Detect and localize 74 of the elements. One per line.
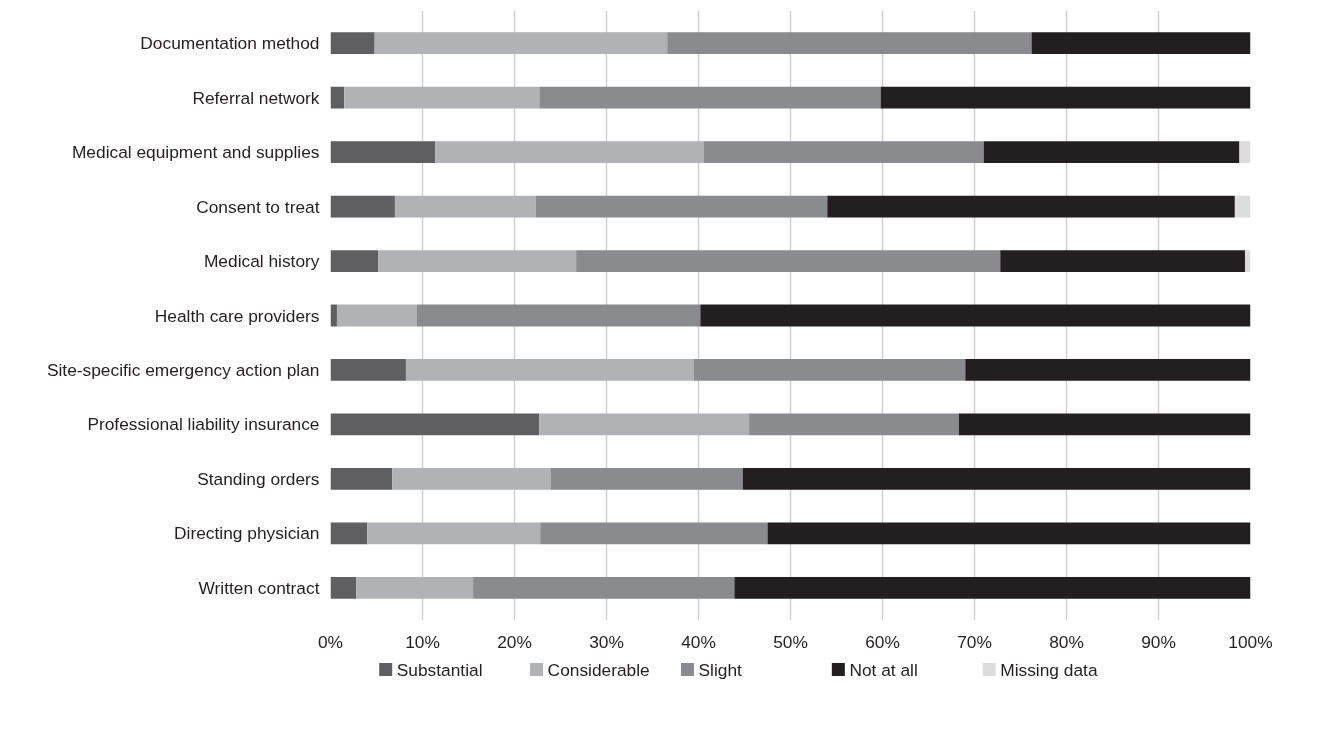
bar: [330, 359, 406, 381]
x-tick-label: 70%: [957, 631, 992, 652]
bar: [330, 468, 393, 490]
bar: [693, 359, 966, 381]
x-tick-label: 20%: [497, 631, 532, 652]
bar: [336, 304, 417, 327]
bar: [1000, 250, 1245, 272]
x-tick-label: 80%: [1049, 631, 1084, 652]
bar: [576, 250, 1001, 272]
y-tick-label: Medical equipment and supplies: [71, 142, 320, 163]
bar: [330, 250, 379, 272]
legend-label: Substantial: [396, 659, 483, 680]
bar: [880, 86, 1251, 109]
bar: [330, 413, 540, 436]
y-tick-label: Consent to treat: [196, 196, 320, 217]
bar: [539, 86, 881, 109]
legend-label: Not at all: [849, 659, 918, 680]
x-tick-label: 50%: [773, 631, 808, 652]
bar: [378, 250, 577, 272]
bar: [344, 86, 540, 109]
bar: [356, 576, 474, 599]
bar: [983, 141, 1240, 163]
bar: [700, 304, 1251, 327]
bar: [473, 576, 735, 599]
bar: [539, 413, 750, 436]
x-tick-label: 10%: [405, 631, 440, 652]
bar: [330, 86, 345, 109]
bar: [667, 32, 1032, 55]
bar: [1244, 250, 1251, 272]
x-tick-label: 100%: [1228, 631, 1273, 652]
x-tick-label: 40%: [681, 631, 716, 652]
legend-label: Considerable: [547, 659, 650, 680]
y-tick-label: Written contract: [198, 577, 320, 598]
bar: [416, 304, 701, 327]
x-tick-label: 60%: [865, 631, 900, 652]
bar: [374, 32, 668, 55]
bar: [1234, 195, 1251, 218]
bar: [742, 468, 1251, 490]
bar: [330, 304, 337, 327]
bar: [367, 522, 541, 545]
bar: [392, 468, 551, 490]
bar: [405, 359, 694, 381]
bar: [704, 141, 984, 163]
bar: [330, 195, 395, 218]
x-tick-label: 30%: [589, 631, 624, 652]
x-tick-label: 0%: [317, 631, 344, 652]
bar: [330, 522, 368, 545]
bar: [550, 468, 743, 490]
bar: [958, 413, 1251, 436]
bar: [827, 195, 1235, 218]
bar: [394, 195, 536, 218]
legend-label: Slight: [698, 659, 743, 680]
bar: [734, 576, 1251, 599]
x-tick-label: 90%: [1141, 631, 1176, 652]
bar: [767, 522, 1251, 545]
bar: [1031, 32, 1251, 55]
y-tick-label: Standing orders: [197, 468, 320, 489]
y-tick-label: Documentation method: [140, 33, 320, 54]
bar: [540, 522, 768, 545]
bar: [330, 141, 436, 163]
y-tick-label: Professional liability insurance: [87, 414, 320, 435]
y-tick-label: Medical history: [203, 251, 320, 272]
y-tick-label: Referral network: [192, 87, 320, 108]
bar: [535, 195, 828, 218]
y-tick-label: Site-specific emergency action plan: [46, 359, 320, 380]
bar: [330, 32, 375, 55]
y-tick-label: Health care providers: [154, 305, 320, 326]
bar: [330, 576, 357, 599]
bar: [1239, 141, 1251, 163]
y-tick-label: Directing physician: [174, 523, 320, 544]
legend-label: Missing data: [1000, 659, 1098, 680]
bar: [965, 359, 1251, 381]
bar: [749, 413, 959, 436]
bar: [435, 141, 705, 163]
